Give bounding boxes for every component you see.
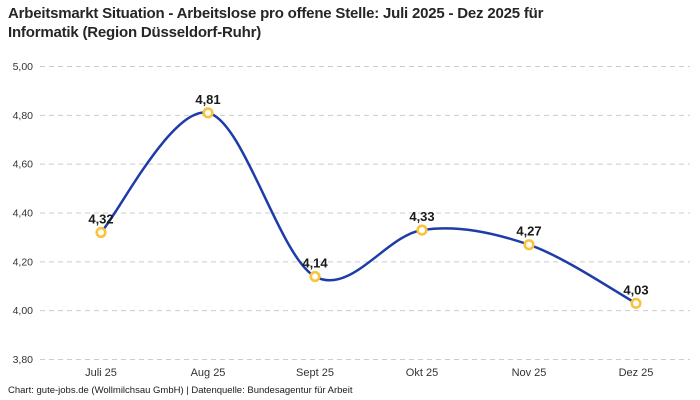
data-point-marker xyxy=(523,239,535,251)
data-point-marker xyxy=(630,297,642,309)
y-axis-tick-label: 3,80 xyxy=(13,354,34,366)
data-point-marker xyxy=(202,107,214,119)
y-axis-tick-label: 4,20 xyxy=(13,256,34,268)
data-point-label: 4,81 xyxy=(195,92,220,107)
y-axis-tick-label: 4,00 xyxy=(13,305,34,317)
data-point-label: 4,32 xyxy=(88,212,113,227)
x-axis-tick-label: Okt 25 xyxy=(406,367,438,379)
data-point-marker xyxy=(309,270,321,283)
y-axis-tick-label: 5,00 xyxy=(13,61,34,73)
chart-footer: Chart: gute-jobs.de (Wollmilchsau GmbH) … xyxy=(8,385,353,396)
series-line xyxy=(99,111,638,305)
data-point-label: 4,33 xyxy=(409,209,434,224)
chart-title: Arbeitsmarkt Situation - Arbeitslose pro… xyxy=(8,4,688,42)
data-point-label: 4,14 xyxy=(302,255,328,270)
x-axis-tick-label: Sept 25 xyxy=(296,367,334,379)
x-axis-tick-label: Aug 25 xyxy=(191,367,226,379)
y-axis-tick-label: 4,40 xyxy=(13,208,34,220)
x-axis-tick-label: Juli 25 xyxy=(85,367,117,379)
y-axis-tick-label: 4,80 xyxy=(13,110,34,122)
data-point-label: 4,27 xyxy=(516,224,541,239)
x-axis-tick-label: Dez 25 xyxy=(619,367,654,379)
x-axis-tick-label: Nov 25 xyxy=(512,367,547,379)
data-point-marker xyxy=(416,224,428,236)
data-point-marker xyxy=(95,226,107,239)
chart-title-line-2: Informatik (Region Düsseldorf-Ruhr) xyxy=(8,24,262,41)
chart-title-line-1: Arbeitsmarkt Situation - Arbeitslose pro… xyxy=(8,5,544,22)
y-axis-tick-label: 4,60 xyxy=(13,159,34,171)
data-point-label: 4,03 xyxy=(623,282,648,297)
